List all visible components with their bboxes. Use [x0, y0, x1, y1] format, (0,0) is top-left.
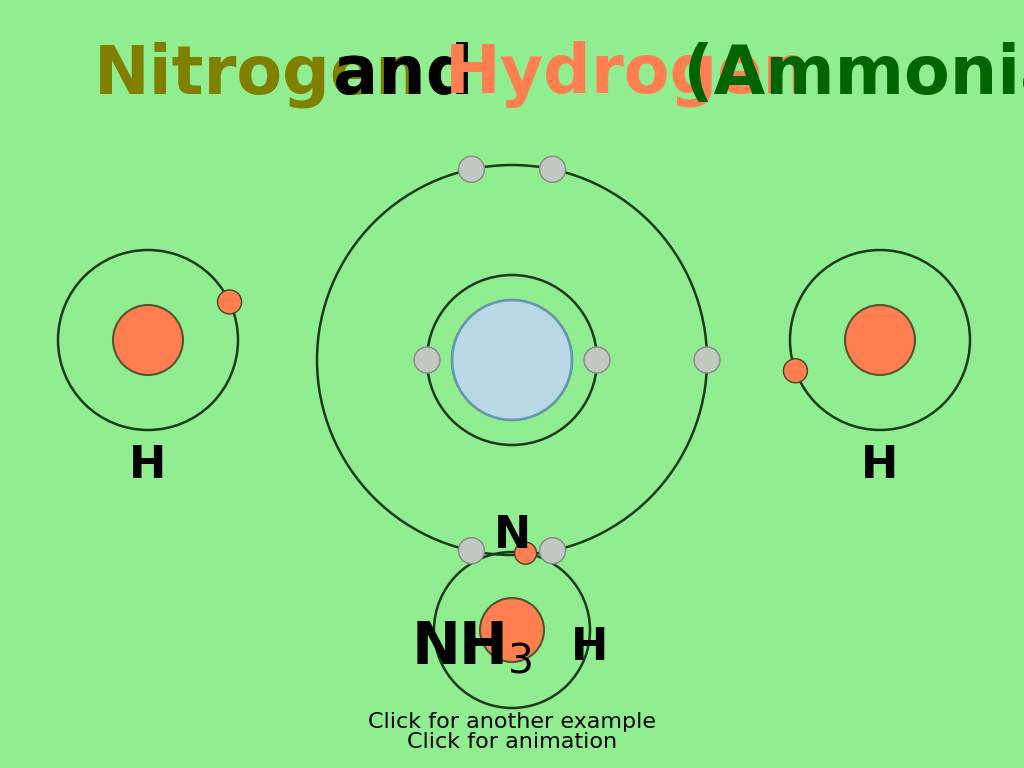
Circle shape: [480, 598, 544, 662]
Circle shape: [113, 305, 183, 375]
Circle shape: [694, 347, 720, 373]
Text: Nitrogen: Nitrogen: [93, 41, 423, 108]
Text: Click for animation: Click for animation: [407, 732, 617, 752]
Circle shape: [459, 156, 484, 182]
Text: and: and: [309, 42, 497, 108]
Text: H: H: [571, 627, 608, 670]
Circle shape: [514, 542, 537, 564]
Circle shape: [414, 347, 440, 373]
Text: (Ammonia): (Ammonia): [660, 42, 1024, 108]
Text: Click for another example: Click for another example: [368, 712, 656, 732]
Circle shape: [783, 359, 808, 382]
Text: H: H: [129, 443, 167, 486]
Circle shape: [845, 305, 915, 375]
Circle shape: [584, 347, 610, 373]
Text: NH$_3$: NH$_3$: [412, 620, 532, 677]
Circle shape: [217, 290, 242, 314]
Text: N: N: [494, 514, 530, 557]
Text: H: H: [861, 443, 899, 486]
Text: Hydrogen: Hydrogen: [444, 41, 811, 108]
Circle shape: [540, 538, 565, 564]
Circle shape: [452, 300, 572, 420]
Circle shape: [459, 538, 484, 564]
Circle shape: [540, 156, 565, 182]
